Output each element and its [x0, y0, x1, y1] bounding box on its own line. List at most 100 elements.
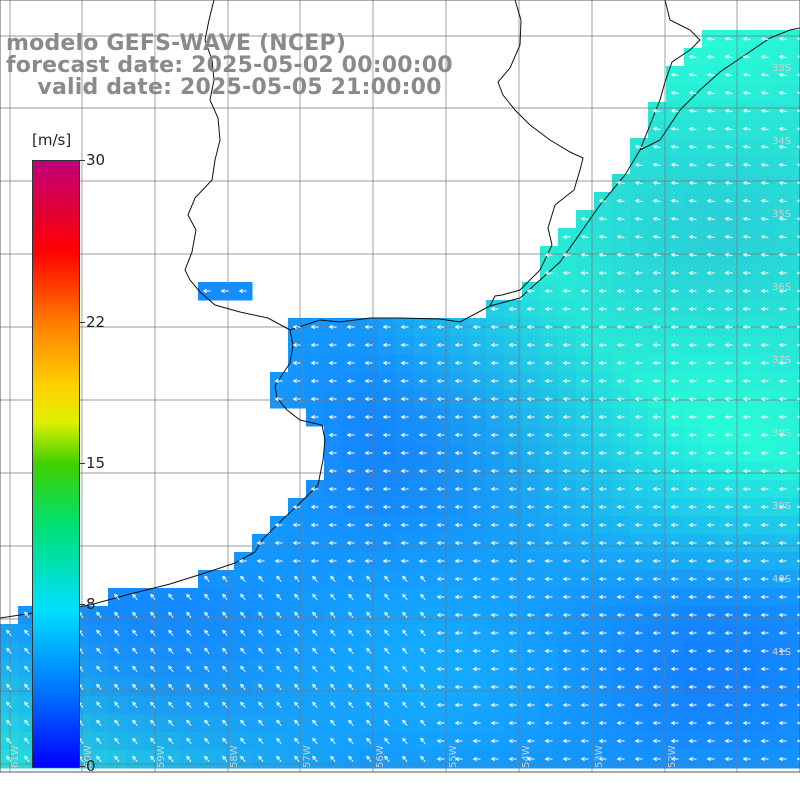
- wind-arrow: [150, 737, 156, 744]
- wind-arrow: [346, 360, 355, 366]
- wind-arrow: [562, 522, 571, 528]
- wind-arrow: [96, 647, 102, 654]
- wind-arrow: [508, 432, 517, 438]
- wind-arrow: [760, 396, 769, 402]
- wind-arrow: [508, 594, 517, 600]
- wind-arrow: [742, 468, 751, 474]
- wind-arrow: [436, 504, 445, 510]
- wind-arrow: [454, 468, 463, 474]
- wind-arrow: [346, 450, 355, 456]
- ocean-cell: [792, 552, 800, 571]
- wind-arrow: [294, 629, 300, 636]
- ocean-cell: [792, 390, 800, 409]
- wind-arrow: [256, 540, 265, 546]
- wind-arrow: [742, 648, 751, 654]
- wind-arrow: [204, 575, 210, 582]
- wind-arrow: [688, 306, 697, 312]
- wind-arrow: [436, 414, 445, 420]
- wind-arrow: [742, 414, 751, 420]
- wind-arrow: [688, 468, 697, 474]
- wind-arrow: [454, 720, 463, 726]
- wind-arrow: [634, 396, 643, 402]
- wind-arrow: [366, 719, 372, 726]
- wind-arrow: [778, 126, 787, 131]
- wind-arrow: [634, 234, 643, 239]
- wind-arrow: [168, 683, 174, 690]
- wind-arrow: [490, 558, 499, 564]
- wind-arrow: [742, 396, 751, 402]
- wind-arrow: [258, 665, 264, 672]
- wind-arrow: [670, 684, 679, 690]
- lat-label: 34S: [772, 136, 791, 147]
- wind-arrow: [580, 216, 589, 221]
- wind-arrow: [706, 324, 715, 330]
- wind-arrow: [490, 306, 499, 312]
- wind-arrow: [222, 737, 228, 744]
- wind-arrow: [132, 647, 138, 654]
- wind-arrow: [778, 756, 787, 762]
- wind-arrow: [562, 324, 571, 330]
- wind-arrow: [436, 594, 445, 600]
- wind-arrow: [562, 756, 571, 762]
- wind-arrow: [778, 414, 787, 420]
- wind-arrow: [616, 252, 625, 257]
- wind-arrow: [150, 755, 156, 762]
- wind-arrow: [670, 306, 679, 312]
- wind-arrow: [402, 593, 408, 600]
- wind-arrow: [328, 432, 337, 438]
- wind-arrow: [418, 504, 427, 510]
- wind-arrow: [706, 198, 715, 203]
- wind-arrow: [760, 162, 769, 167]
- wind-arrow: [508, 360, 517, 366]
- wind-arrow: [328, 396, 337, 402]
- wind-arrow: [24, 611, 30, 618]
- wind-arrow: [688, 414, 697, 420]
- wind-arrow: [778, 540, 787, 546]
- wind-arrow: [652, 468, 661, 474]
- wind-arrow: [544, 432, 553, 438]
- wind-arrow: [616, 684, 625, 690]
- wind-arrow: [580, 234, 589, 239]
- wind-arrow: [706, 612, 715, 618]
- wind-arrow: [402, 665, 408, 672]
- wind-arrow: [544, 576, 553, 582]
- wind-arrow: [598, 324, 607, 330]
- wind-arrow: [706, 126, 715, 131]
- wind-arrow: [132, 737, 138, 744]
- wind-arrow: [238, 558, 247, 564]
- wind-arrow: [544, 414, 553, 420]
- wind-arrow: [580, 612, 589, 618]
- ocean-cell: [792, 750, 800, 769]
- wind-arrow: [472, 432, 481, 438]
- wind-arrow: [168, 755, 174, 762]
- wind-arrow: [454, 648, 463, 654]
- wind-arrow: [760, 36, 769, 41]
- wind-arrow: [616, 648, 625, 654]
- wind-arrow: [258, 737, 264, 744]
- wind-arrow: [96, 665, 102, 672]
- wind-arrow: [580, 738, 589, 744]
- wind-arrow: [778, 342, 787, 348]
- wind-arrow: [706, 378, 715, 384]
- wind-arrow: [778, 720, 787, 726]
- wind-arrow: [616, 666, 625, 672]
- wind-arrow: [580, 324, 589, 330]
- wind-arrow: [382, 360, 391, 366]
- wind-arrow: [258, 719, 264, 726]
- wind-arrow: [348, 647, 354, 654]
- wind-arrow: [598, 504, 607, 510]
- wind-arrow: [222, 647, 228, 654]
- wind-arrow: [418, 486, 427, 492]
- wind-arrow: [526, 594, 535, 600]
- wind-arrow: [670, 702, 679, 708]
- wind-arrow: [204, 719, 210, 726]
- wind-arrow: [688, 90, 697, 95]
- wind-arrow: [760, 216, 769, 221]
- wind-arrow: [96, 683, 102, 690]
- wind-arrow: [778, 450, 787, 456]
- wind-arrow: [634, 432, 643, 438]
- wind-arrow: [436, 486, 445, 492]
- lon-label: 58W: [229, 745, 240, 768]
- wind-arrow: [400, 360, 409, 366]
